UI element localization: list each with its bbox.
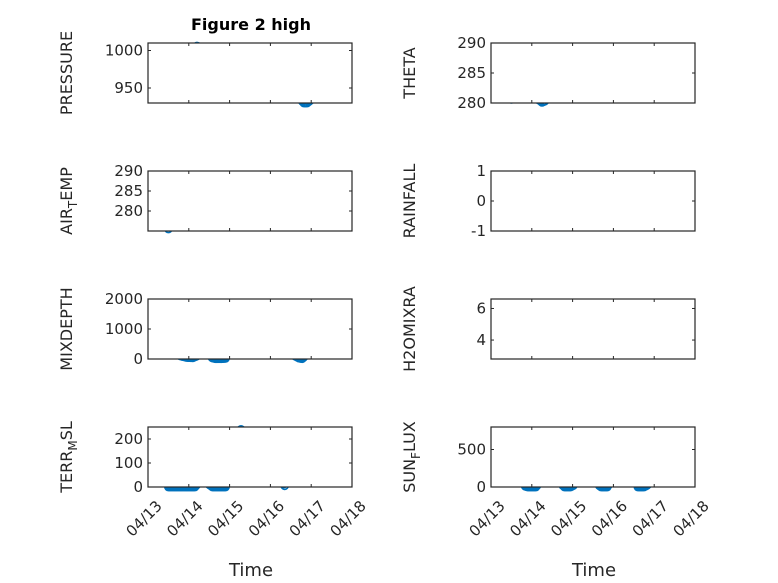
- x-axis-label-left: Time: [228, 560, 273, 581]
- subplot-sun_flux: 04/1304/1404/1504/1604/1704/180500SUNFLU…: [400, 421, 713, 540]
- y-axis-label: H2OMIXRA: [400, 286, 419, 372]
- y-tick-label: 280: [114, 202, 143, 220]
- y-tick-label: -1: [471, 222, 486, 240]
- axes-frame: [490, 298, 696, 360]
- subplot-air_temp: 280 285 290 AIRTEMP: [57, 162, 353, 235]
- x-axis-label-right: Time: [571, 560, 616, 581]
- y-axis-label: SUNFLUX: [400, 421, 423, 493]
- y-tick-label: 0: [476, 192, 486, 210]
- figure-title: Figure 2 high: [191, 15, 311, 34]
- y-tick-label: 0: [476, 478, 486, 496]
- axes-frame: [490, 170, 696, 232]
- y-tick-label: 290: [114, 162, 143, 180]
- subplot-terr_msl: 04/1304/1404/1504/1604/1704/180100200TER…: [57, 421, 370, 540]
- y-tick-label: 500: [457, 441, 486, 459]
- axes-frame: [147, 170, 353, 232]
- y-tick-label: 1000: [105, 320, 143, 338]
- axes-frame: [147, 426, 353, 488]
- y-tick-label: 950: [114, 79, 143, 97]
- y-axis-label: THETA: [400, 47, 419, 99]
- y-tick-label: 2000: [105, 290, 143, 308]
- axes-frame: [490, 42, 696, 104]
- subplot-mixdepth: 0 1000 2000 MIXDEPTH: [57, 287, 353, 371]
- axes-frame: [147, 42, 353, 104]
- y-axis-label: PRESSURE: [57, 31, 76, 115]
- y-tick-label: 200: [114, 430, 143, 448]
- y-tick-label: 1000: [105, 42, 143, 60]
- y-tick-label: 4: [476, 331, 486, 349]
- y-tick-label: 0: [133, 350, 143, 368]
- y-tick-label: 285: [114, 182, 143, 200]
- y-tick-label: 290: [457, 34, 486, 52]
- axes-frame: [147, 298, 353, 360]
- y-tick-label: 100: [114, 454, 143, 472]
- y-tick-label: 6: [476, 299, 486, 317]
- y-tick-label: 1: [476, 162, 486, 180]
- subplot-theta: 280 285 290 THETA: [400, 34, 696, 112]
- y-tick-label: 0: [133, 478, 143, 496]
- axes-frame: [490, 426, 696, 488]
- y-axis-label: AIRTEMP: [57, 167, 80, 235]
- y-axis-label: TERRMSL: [57, 421, 80, 494]
- y-axis-label: RAINFALL: [400, 164, 419, 239]
- y-tick-label: 285: [457, 64, 486, 82]
- subplot-h2omixra: 4 6 H2OMIXRA: [400, 286, 696, 372]
- y-axis-label: MIXDEPTH: [57, 287, 76, 370]
- subplot-rainfall: -1 0 1 RAINFALL: [400, 162, 696, 240]
- subplot-pressure: 950 1000 PRESSURE: [57, 31, 353, 115]
- y-tick-label: 280: [457, 94, 486, 112]
